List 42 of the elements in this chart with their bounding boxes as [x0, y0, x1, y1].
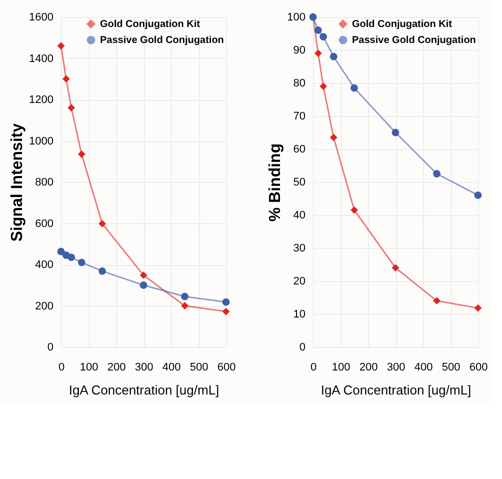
y-tick-label: 80 — [293, 78, 306, 90]
x-tick-label: 100 — [332, 362, 350, 374]
y-tick-label: 60 — [293, 144, 306, 156]
y-tick-label: 400 — [35, 259, 54, 271]
y-tick-label: 1600 — [29, 12, 54, 24]
legend-label: Passive Gold Conjugation — [352, 35, 476, 46]
x-tick-label: 200 — [359, 362, 378, 374]
y-tick-label: 10 — [293, 308, 306, 320]
y-tick-label: 20 — [293, 276, 306, 288]
x-tick-label: 500 — [442, 362, 460, 374]
x-tick-label: 200 — [107, 362, 126, 374]
x-axis-title: IgA Concentration [ug/mL] — [68, 382, 220, 398]
y-tick-label: 70 — [293, 110, 306, 122]
x-tick-label: 600 — [469, 362, 488, 374]
legend-label: Passive Gold Conjugation — [100, 35, 224, 46]
y-tick-label: 1200 — [29, 94, 54, 106]
y-axis-title: % Binding — [267, 143, 284, 222]
legend-label: Gold Conjugation Kit — [100, 19, 201, 30]
y-tick-label: 40 — [293, 210, 306, 222]
legend-label: Gold Conjugation Kit — [352, 19, 453, 30]
x-tick-label: 600 — [217, 362, 236, 374]
y-tick-label: 800 — [35, 176, 54, 188]
x-tick-label: 100 — [80, 362, 98, 374]
y-tick-label: 600 — [35, 218, 54, 230]
x-tick-label: 300 — [134, 362, 154, 374]
y-tick-label: 0 — [299, 342, 306, 354]
x-tick-label: 400 — [414, 362, 433, 374]
x-tick-label: 300 — [386, 362, 406, 374]
y-tick-label: 1000 — [29, 135, 54, 148]
y-tick-label: 30 — [293, 242, 306, 254]
y-tick-label: 50 — [293, 176, 306, 188]
y-tick-label: 90 — [293, 44, 306, 56]
x-axis-title: IgA Concentration [ug/mL] — [320, 382, 472, 398]
y-tick-label: 1400 — [29, 52, 54, 65]
x-tick-label: 0 — [58, 362, 65, 374]
y-axis-title: Signal Intensity — [9, 123, 26, 242]
x-tick-label: 500 — [190, 362, 208, 374]
y-tick-label: 100 — [287, 12, 306, 24]
y-tick-label: 200 — [35, 300, 54, 312]
x-tick-label: 400 — [162, 362, 181, 374]
x-tick-label: 0 — [310, 362, 317, 374]
y-tick-label: 0 — [47, 342, 54, 354]
